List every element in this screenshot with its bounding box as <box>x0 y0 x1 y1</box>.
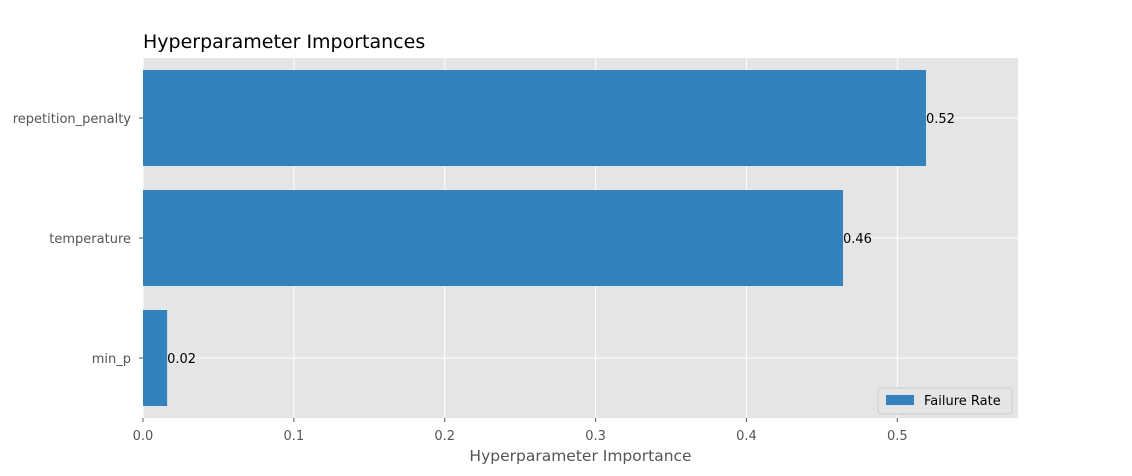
x-tick-label: 0.1 <box>284 429 305 444</box>
x-tick-label: 0.4 <box>736 429 757 444</box>
y-tick-label-temperature: temperature <box>49 232 131 247</box>
x-axis-label: Hyperparameter Importance <box>469 447 691 465</box>
bar-min_p <box>143 310 168 406</box>
legend-box <box>877 387 1013 415</box>
x-tick-label: 0.0 <box>133 429 154 444</box>
legend-label: Failure Rate <box>924 394 1001 409</box>
bars <box>143 70 926 406</box>
chart-title: Hyperparameter Importances <box>143 31 425 53</box>
legend: Failure Rate <box>877 387 1013 415</box>
y-tick-label-min_p: min_p <box>92 352 131 367</box>
x-axis-ticks: 0.0 0.1 0.2 0.3 0.4 0.5 <box>133 418 908 444</box>
data-label-repetition_penalty: 0.52 <box>926 112 955 127</box>
x-tick-label: 0.3 <box>585 429 606 444</box>
data-label-min_p: 0.02 <box>167 352 196 367</box>
data-labels: 0.52 0.46 0.02 <box>167 112 955 367</box>
bar-temperature <box>143 190 843 286</box>
y-axis-ticks: repetition_penalty temperature min_p <box>13 112 143 367</box>
y-tick-label-repetition_penalty: repetition_penalty <box>13 112 132 127</box>
x-tick-label: 0.5 <box>887 429 908 444</box>
x-tick-label: 0.2 <box>434 429 455 444</box>
bar-repetition_penalty <box>143 70 926 166</box>
legend-swatch <box>886 395 914 405</box>
data-label-temperature: 0.46 <box>843 232 872 247</box>
